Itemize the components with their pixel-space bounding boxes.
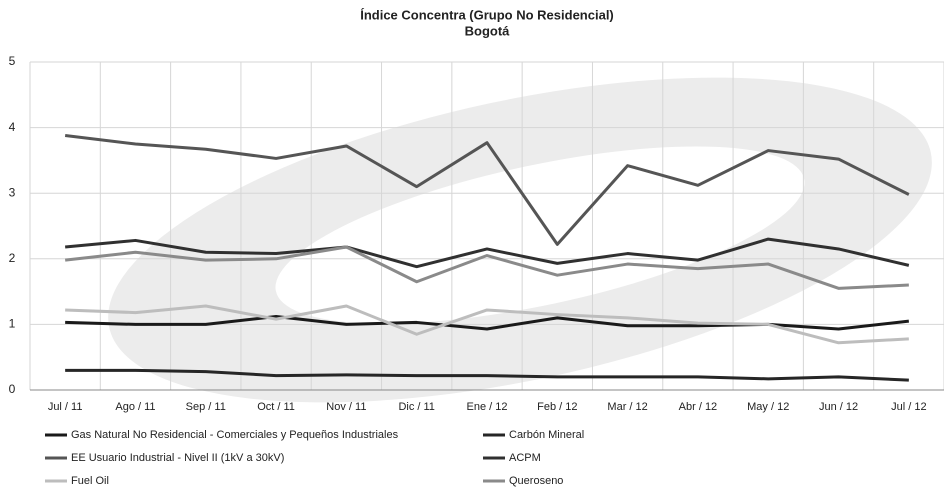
x-tick-label: Abr / 12 <box>679 401 718 413</box>
x-tick-label: Ene / 12 <box>467 401 508 413</box>
chart-title: Índice Concentra (Grupo No Residencial) <box>360 7 614 22</box>
legend-label: EE Usuario Industrial - Nivel II (1kV a … <box>71 452 284 464</box>
legend-label: ACPM <box>509 452 541 464</box>
series-line <box>65 304 909 345</box>
x-tick-label: May / 12 <box>747 401 789 413</box>
legend-label: Carbón Mineral <box>509 429 584 441</box>
legend-label: Fuel Oil <box>71 475 109 487</box>
y-tick-label: 0 <box>9 382 16 396</box>
series-line <box>64 133 910 246</box>
y-tick-label: 5 <box>9 54 16 68</box>
y-tick-label: 1 <box>9 317 16 331</box>
series-line <box>65 237 910 269</box>
x-tick-label: Oct / 11 <box>257 401 295 413</box>
chart-subtitle: Bogotá <box>465 23 511 38</box>
x-tick-label: Jun / 12 <box>819 401 858 413</box>
x-tick-label: Feb / 12 <box>537 401 577 413</box>
legend-label: Queroseno <box>509 475 563 487</box>
x-tick-label: Ago / 11 <box>115 401 155 413</box>
y-tick-label: 2 <box>9 251 16 265</box>
x-tick-label: Jul / 11 <box>48 401 83 413</box>
series-line <box>65 368 909 382</box>
y-tick-label: 3 <box>9 185 16 199</box>
y-tick-label: 4 <box>9 120 16 134</box>
x-tick-label: Nov / 11 <box>326 401 366 413</box>
background-swirl <box>275 146 805 324</box>
series-line <box>64 245 909 290</box>
x-tick-label: Dic / 11 <box>398 401 434 413</box>
x-tick-label: Sep / 11 <box>186 401 226 413</box>
x-tick-label: Mar / 12 <box>607 401 647 413</box>
x-tick-label: Jul / 12 <box>891 401 926 413</box>
legend-label: Gas Natural No Residencial - Comerciales… <box>71 429 399 441</box>
